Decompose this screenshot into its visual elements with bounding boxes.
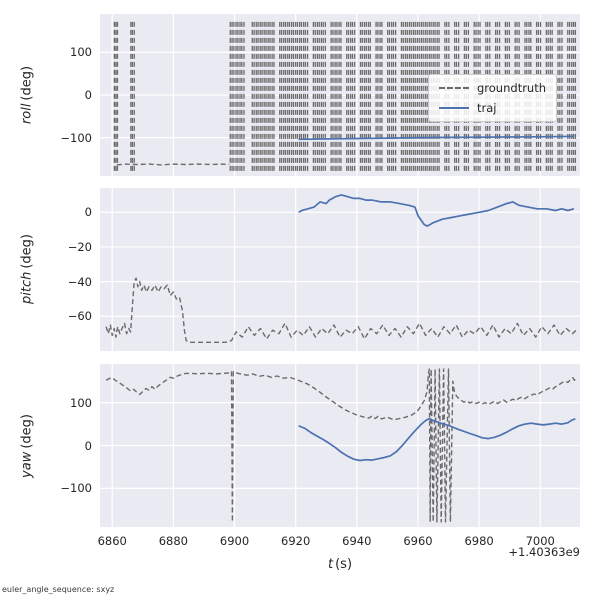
x-tick-label: 6920: [281, 534, 311, 548]
x-tick-label: 6900: [219, 534, 250, 548]
x-tick-label: 6880: [158, 534, 189, 548]
yaw-chart-svg: [100, 364, 580, 527]
x-tick-label: 7000: [525, 534, 555, 548]
pitch-traj-line: [298, 194, 575, 227]
yaw-groundtruth-line: [105, 368, 577, 523]
yaw-ylabel-var: yaw: [19, 451, 35, 478]
x-axis-offset-label: +1.40363e9: [508, 545, 580, 559]
yaw-plot-area: [100, 364, 580, 527]
yaw-y-tick-label: −100: [60, 481, 92, 496]
pitch-y-tick-label: −60: [67, 309, 92, 324]
roll-y-tick-label: 0: [84, 88, 92, 102]
roll-y-tick-label: 100: [70, 45, 92, 60]
roll-groundtruth-line: [116, 163, 230, 166]
pitch-groundtruth-line: [105, 277, 577, 343]
legend-item-traj: traj: [439, 101, 546, 115]
legend: groundtruth traj: [428, 74, 558, 122]
x-axis-label: t (s): [100, 557, 580, 572]
pitch-y-tick-label: −40: [67, 274, 92, 289]
pitch-y-tick-label: −20: [67, 239, 92, 254]
footer-annotation: euler_angle_sequence: sxyz: [2, 585, 115, 594]
groundtruth-line-sample-icon: [439, 87, 469, 89]
legend-label-traj: traj: [477, 101, 497, 115]
legend-label-groundtruth: groundtruth: [477, 81, 547, 95]
traj-line-sample-icon: [439, 107, 469, 109]
pitch-chart-svg: [100, 188, 580, 351]
yaw-traj-line: [298, 418, 576, 462]
roll-y-tick-label: −100: [60, 130, 92, 145]
x-tick-label: 6940: [342, 534, 372, 548]
legend-item-groundtruth: groundtruth: [439, 81, 546, 95]
roll-traj-line: [298, 135, 574, 141]
x-axis-label-var: t: [327, 557, 334, 572]
yaw-y-tick-label: 0: [84, 438, 92, 453]
yaw-y-tick-label: 100: [70, 395, 92, 410]
x-tick-label: 6860: [97, 534, 127, 548]
x-tick-label: 6960: [403, 534, 433, 548]
pitch-y-tick-label: 0: [84, 205, 92, 220]
roll-ylabel-var: roll: [19, 103, 35, 125]
x-tick-label: 6980: [464, 534, 494, 548]
pitch-plot-area: [100, 188, 580, 351]
x-axis-label-unit: (s): [335, 557, 353, 572]
